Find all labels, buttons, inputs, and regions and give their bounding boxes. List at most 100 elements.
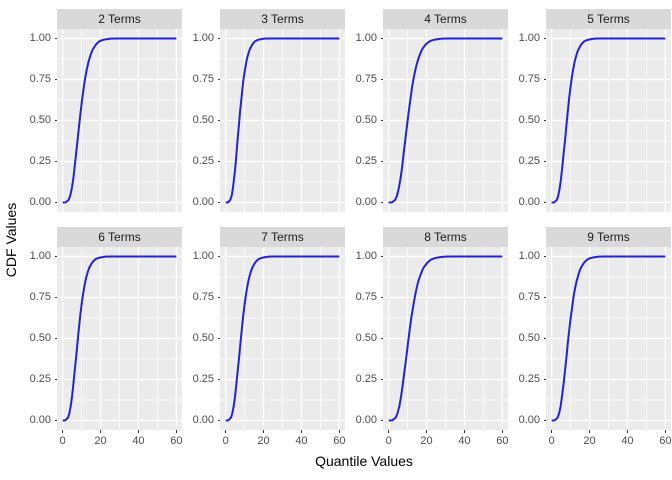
facet-7-terms: 7 Terms 1.00 0.75 0.50 0.25 0.00 0 20 40 60	[184, 227, 345, 450]
panel-plot-area-3-terms	[220, 29, 345, 212]
y-tick-mark	[217, 79, 220, 80]
x-tick-label: 40	[458, 435, 471, 447]
x-tick-label: 60	[170, 435, 183, 447]
y-tick-label: 0.50	[192, 332, 214, 344]
y-tick-label: 1.00	[29, 250, 51, 262]
y-tick-mark	[380, 79, 383, 80]
facet-strip-2-terms: 2 Terms	[57, 9, 182, 29]
y-tick-label: 1.00	[355, 250, 377, 262]
x-tick-mark	[62, 430, 64, 433]
panel-plot-area-5-terms	[546, 29, 671, 212]
panel-plot-area-7-terms	[220, 247, 345, 430]
facet-strip-label: 6 Terms	[98, 230, 141, 244]
y-tick-mark	[217, 379, 220, 380]
y-tick-label: 0.75	[192, 73, 214, 85]
y-tick-mark	[54, 297, 57, 298]
y-tick-label: 0.00	[192, 414, 214, 426]
facet-strip-7-terms: 7 Terms	[220, 227, 345, 247]
facet-strip-4-terms: 4 Terms	[383, 9, 508, 29]
y-tick-label: 0.00	[29, 414, 51, 426]
y-tick-mark	[380, 202, 383, 203]
y-tick-label: 0.25	[192, 373, 214, 385]
y-tick-label: 1.00	[192, 32, 214, 44]
facet-strip-label: 2 Terms	[98, 12, 141, 26]
x-tick-label: 40	[132, 435, 145, 447]
x-tick-mark	[263, 430, 265, 433]
x-tick-mark	[501, 430, 503, 433]
x-tick-mark	[137, 430, 139, 433]
y-tick-label: 0.75	[355, 291, 377, 303]
y-tick-mark	[54, 338, 57, 339]
y-tick-label: 0.50	[518, 332, 540, 344]
y-tick-mark	[543, 297, 546, 298]
y-tick-label: 1.00	[518, 250, 540, 262]
x-tick-label: 0	[385, 435, 392, 447]
x-tick-mark	[426, 430, 428, 433]
x-tick-label: 20	[257, 435, 270, 447]
x-tick-mark	[551, 430, 553, 433]
y-tick-mark	[543, 38, 546, 39]
y-tick-label: 0.75	[192, 291, 214, 303]
y-tick-label: 0.75	[29, 73, 51, 85]
x-tick-mark	[589, 430, 591, 433]
y-tick-label: 0.00	[355, 414, 377, 426]
y-tick-label: 0.00	[192, 196, 214, 208]
y-tick-mark	[380, 120, 383, 121]
y-tick-label: 0.25	[29, 373, 51, 385]
y-tick-label: 0.50	[29, 114, 51, 126]
x-tick-label: 0	[222, 435, 229, 447]
cdf-curve-7-terms	[225, 255, 340, 422]
y-tick-label: 0.25	[518, 155, 540, 167]
y-tick-label: 0.50	[518, 114, 540, 126]
panel-plot-area-2-terms	[57, 29, 182, 212]
facet-6-terms: 6 Terms 1.00 0.75 0.50 0.25 0.00 0 20 40 60	[21, 227, 182, 450]
x-tick-label: 60	[659, 435, 672, 447]
cdf-curve-3-terms	[225, 37, 340, 204]
facet-strip-label: 5 Terms	[587, 12, 630, 26]
y-tick-mark	[54, 420, 57, 421]
y-tick-mark	[380, 256, 383, 257]
x-tick-label: 20	[420, 435, 433, 447]
x-tick-label: 0	[548, 435, 555, 447]
x-axis-title: Quantile Values	[315, 453, 413, 469]
y-tick-mark	[217, 120, 220, 121]
x-tick-mark	[388, 430, 390, 433]
facet-strip-label: 7 Terms	[261, 230, 304, 244]
cdf-curve-5-terms	[551, 37, 666, 204]
y-tick-label: 1.00	[518, 32, 540, 44]
y-tick-mark	[380, 297, 383, 298]
y-tick-label: 0.75	[518, 73, 540, 85]
panel-plot-area-6-terms	[57, 247, 182, 430]
panel-plot-area-8-terms	[383, 247, 508, 430]
x-tick-label: 20	[94, 435, 107, 447]
y-tick-mark	[543, 379, 546, 380]
y-tick-mark	[217, 297, 220, 298]
y-tick-mark	[217, 38, 220, 39]
y-tick-label: 1.00	[29, 32, 51, 44]
facet-2-terms: 2 Terms 1.00 0.75 0.50 0.25 0.00	[21, 9, 182, 212]
cdf-curve-8-terms	[388, 255, 503, 422]
facet-strip-3-terms: 3 Terms	[220, 9, 345, 29]
facet-8-terms: 8 Terms 1.00 0.75 0.50 0.25 0.00 0 20 40 60	[347, 227, 508, 450]
y-tick-label: 0.00	[518, 196, 540, 208]
cdf-curve-9-terms	[551, 255, 666, 422]
x-tick-mark	[300, 430, 302, 433]
y-tick-mark	[54, 38, 57, 39]
y-tick-mark	[543, 338, 546, 339]
y-tick-mark	[217, 420, 220, 421]
y-tick-mark	[217, 161, 220, 162]
y-tick-label: 1.00	[355, 32, 377, 44]
facet-strip-6-terms: 6 Terms	[57, 227, 182, 247]
y-tick-mark	[54, 79, 57, 80]
y-tick-label: 0.50	[29, 332, 51, 344]
y-tick-mark	[217, 202, 220, 203]
y-tick-mark	[543, 420, 546, 421]
y-tick-label: 0.75	[355, 73, 377, 85]
x-tick-mark	[175, 430, 177, 433]
y-tick-label: 0.75	[29, 291, 51, 303]
y-tick-mark	[543, 120, 546, 121]
facet-9-terms: 9 Terms 1.00 0.75 0.50 0.25 0.00 0 20 40 60	[510, 227, 671, 450]
facet-strip-label: 9 Terms	[587, 230, 630, 244]
x-tick-label: 40	[621, 435, 634, 447]
